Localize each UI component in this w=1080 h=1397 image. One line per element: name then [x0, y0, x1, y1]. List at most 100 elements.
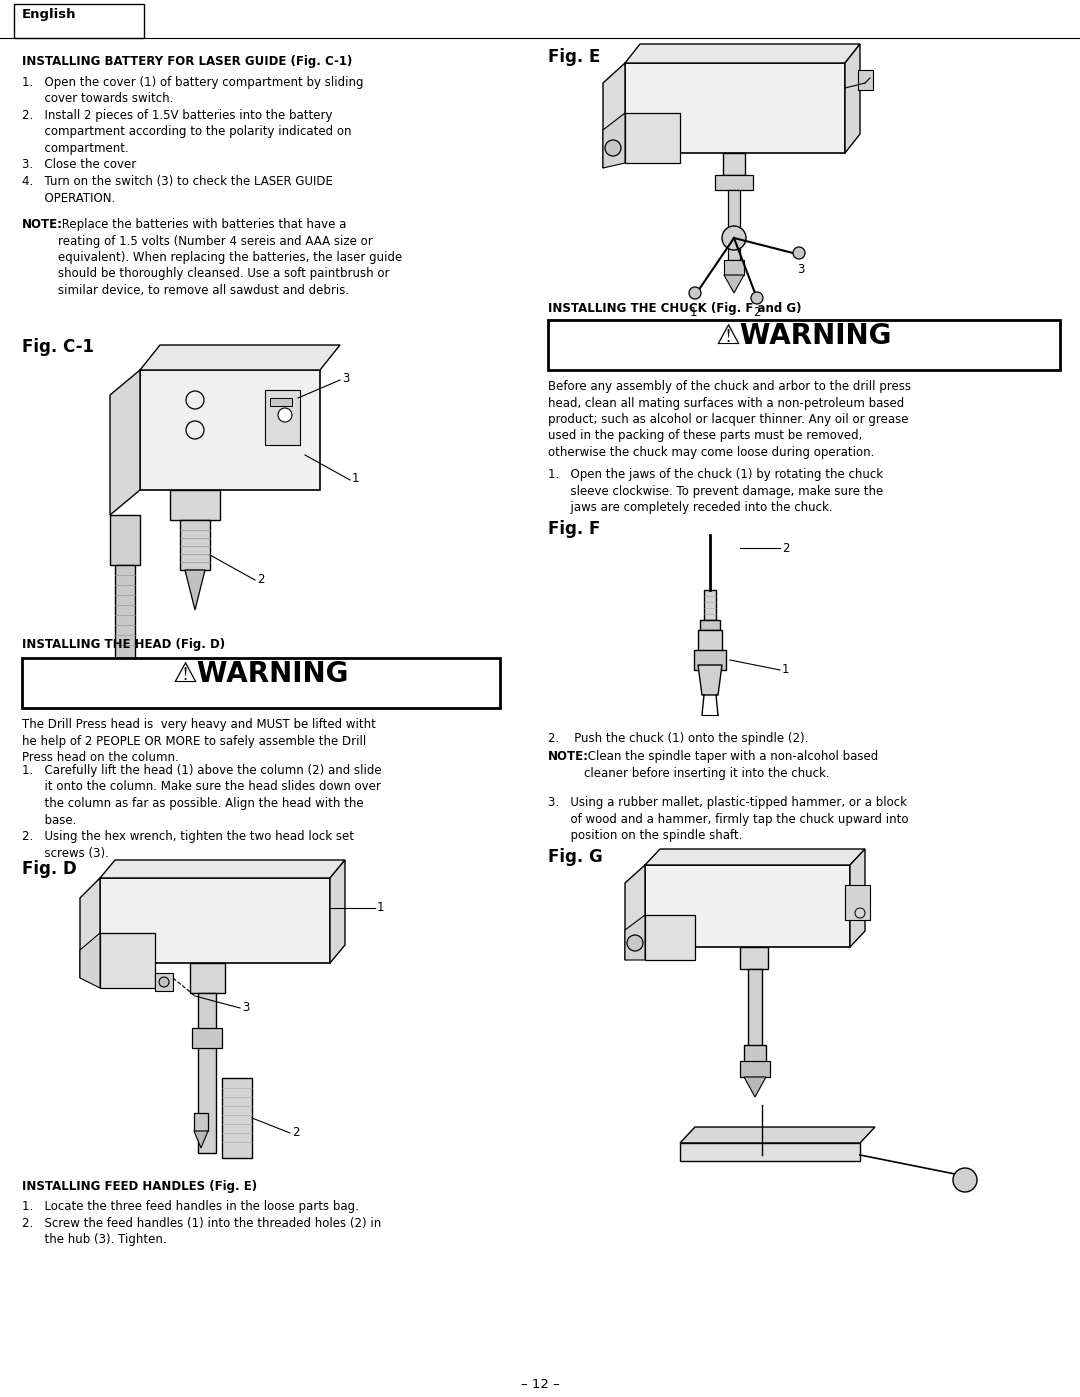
Text: 1.   Open the jaws of the chuck (1) by rotating the chuck
      sleeve clockwise: 1. Open the jaws of the chuck (1) by rot…: [548, 468, 883, 514]
Bar: [625, 63, 845, 154]
Bar: [265, 390, 300, 446]
Circle shape: [751, 292, 762, 305]
Text: Fig. F: Fig. F: [548, 520, 600, 538]
Text: Clean the spindle taper with a non-alcohol based
cleaner before inserting it int: Clean the spindle taper with a non-alcoh…: [584, 750, 878, 780]
Text: 2: 2: [257, 573, 265, 585]
Polygon shape: [850, 849, 865, 947]
Polygon shape: [724, 275, 744, 293]
Bar: [680, 1143, 860, 1161]
Text: NOTE:: NOTE:: [22, 218, 63, 231]
Bar: [180, 520, 210, 570]
Bar: [740, 947, 768, 970]
Polygon shape: [625, 865, 645, 960]
Text: 2: 2: [782, 542, 789, 555]
Polygon shape: [603, 63, 625, 168]
Text: 1: 1: [782, 664, 789, 676]
Bar: [110, 515, 140, 564]
Bar: [198, 993, 216, 1153]
Polygon shape: [625, 43, 860, 63]
Polygon shape: [680, 1127, 875, 1143]
Bar: [192, 1028, 222, 1048]
Text: Replace the batteries with batteries that have a
reating of 1.5 volts (Number 4 : Replace the batteries with batteries tha…: [58, 218, 402, 298]
Circle shape: [723, 226, 746, 250]
Bar: [114, 564, 135, 665]
Polygon shape: [645, 849, 865, 865]
Bar: [645, 865, 850, 947]
Bar: [270, 398, 292, 407]
Circle shape: [793, 247, 805, 258]
Text: 1: 1: [352, 472, 360, 485]
Text: 3: 3: [342, 372, 349, 386]
Bar: [845, 886, 870, 921]
Circle shape: [278, 408, 292, 422]
Text: 1.   Locate the three feed handles in the loose parts bag.
2.   Screw the feed h: 1. Locate the three feed handles in the …: [22, 1200, 381, 1246]
Polygon shape: [744, 1077, 766, 1097]
Text: ⚠WARNING: ⚠WARNING: [173, 659, 349, 687]
Text: ⚠WARNING: ⚠WARNING: [716, 321, 892, 351]
Polygon shape: [185, 570, 205, 610]
Text: INSTALLING BATTERY FOR LASER GUIDE (Fig. C-1): INSTALLING BATTERY FOR LASER GUIDE (Fig.…: [22, 54, 352, 68]
Bar: [740, 1060, 770, 1077]
Text: 2: 2: [292, 1126, 299, 1139]
Bar: [156, 972, 173, 990]
Bar: [645, 915, 696, 960]
Bar: [723, 154, 745, 175]
Bar: [222, 1078, 252, 1158]
Text: Fig. C-1: Fig. C-1: [22, 338, 94, 356]
Text: 2: 2: [753, 306, 760, 319]
Bar: [14, 4, 144, 38]
Text: Fig. D: Fig. D: [22, 861, 77, 877]
Polygon shape: [330, 861, 345, 963]
Text: The Drill Press head is  very heavy and MUST be lifted witht
he help of 2 PEOPLE: The Drill Press head is very heavy and M…: [22, 718, 376, 764]
Text: 1.   Carefully lift the head (1) above the column (2) and slide
      it onto th: 1. Carefully lift the head (1) above the…: [22, 764, 381, 859]
Bar: [858, 70, 873, 89]
Text: 1.   Open the cover (1) of battery compartment by sliding
      cover towards sw: 1. Open the cover (1) of battery compart…: [22, 75, 364, 204]
Bar: [170, 490, 220, 520]
Polygon shape: [625, 915, 645, 960]
Text: INSTALLING FEED HANDLES (Fig. E): INSTALLING FEED HANDLES (Fig. E): [22, 1180, 257, 1193]
Polygon shape: [845, 43, 860, 154]
Text: 1: 1: [690, 306, 698, 319]
Bar: [625, 113, 680, 163]
Circle shape: [953, 1168, 977, 1192]
Text: 3.   Using a rubber mallet, plastic-tipped hammer, or a block
      of wood and : 3. Using a rubber mallet, plastic-tipped…: [548, 796, 908, 842]
Polygon shape: [100, 861, 345, 877]
Bar: [748, 970, 762, 1069]
Bar: [724, 260, 744, 275]
Text: 2.    Push the chuck (1) onto the spindle (2).: 2. Push the chuck (1) onto the spindle (…: [548, 732, 808, 745]
Bar: [100, 877, 330, 963]
Bar: [744, 1045, 766, 1076]
Circle shape: [689, 286, 701, 299]
Text: 3: 3: [797, 263, 805, 277]
Bar: [140, 370, 320, 490]
Bar: [700, 620, 720, 630]
Circle shape: [159, 977, 168, 988]
Text: INSTALLING THE HEAD (Fig. D): INSTALLING THE HEAD (Fig. D): [22, 638, 225, 651]
Text: 1: 1: [377, 901, 384, 914]
Text: INSTALLING THE CHUCK (Fig. F and G): INSTALLING THE CHUCK (Fig. F and G): [548, 302, 801, 314]
Text: English: English: [22, 8, 77, 21]
Text: 3: 3: [242, 1002, 249, 1014]
Bar: [698, 630, 723, 665]
Bar: [694, 650, 726, 671]
Bar: [548, 320, 1059, 370]
Text: – 12 –: – 12 –: [521, 1377, 559, 1391]
Bar: [22, 658, 500, 708]
Polygon shape: [110, 370, 140, 515]
Text: Fig. G: Fig. G: [548, 848, 603, 866]
Polygon shape: [194, 1132, 208, 1148]
Polygon shape: [80, 933, 100, 988]
Circle shape: [605, 140, 621, 156]
Bar: [715, 175, 753, 190]
Bar: [100, 933, 156, 988]
Text: NOTE:: NOTE:: [548, 750, 589, 763]
Polygon shape: [80, 877, 100, 978]
Polygon shape: [698, 665, 723, 694]
Text: Fig. E: Fig. E: [548, 47, 600, 66]
Text: Before any assembly of the chuck and arbor to the drill press
head, clean all ma: Before any assembly of the chuck and arb…: [548, 380, 912, 460]
Polygon shape: [603, 113, 625, 168]
Bar: [704, 590, 716, 620]
Bar: [190, 963, 225, 993]
Bar: [728, 190, 740, 260]
Circle shape: [627, 935, 643, 951]
